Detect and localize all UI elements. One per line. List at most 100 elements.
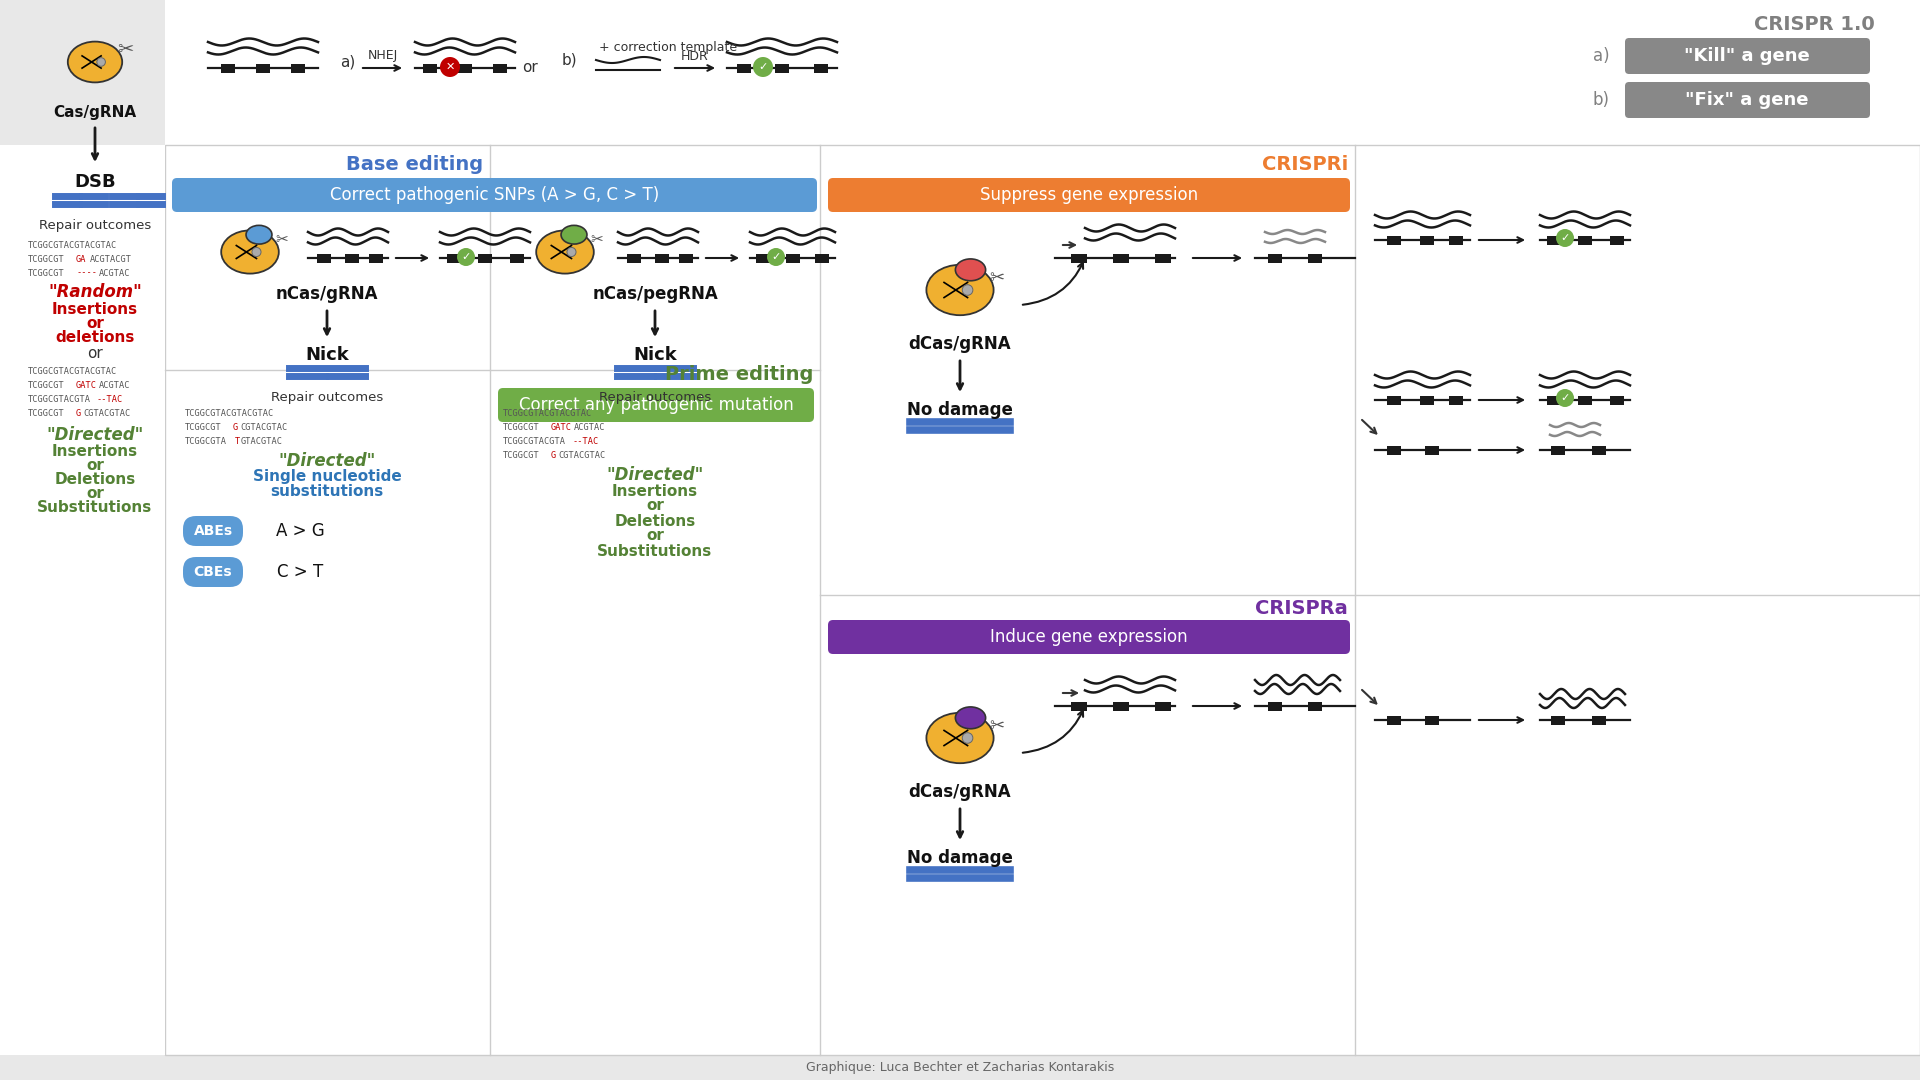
Bar — [680, 254, 693, 262]
Text: Nick: Nick — [634, 346, 678, 364]
Bar — [165, 145, 1920, 1055]
Text: CRISPR 1.0: CRISPR 1.0 — [1755, 15, 1876, 35]
Bar — [1421, 235, 1434, 244]
Bar — [1546, 235, 1561, 244]
Bar — [255, 64, 271, 72]
Text: A > G: A > G — [276, 522, 324, 540]
Circle shape — [1555, 229, 1574, 247]
Text: TCGGCGT: TCGGCGT — [29, 381, 65, 391]
Bar — [1425, 715, 1438, 725]
Text: ✓: ✓ — [1561, 393, 1571, 403]
Text: Deletions: Deletions — [54, 472, 136, 486]
Bar — [1114, 702, 1129, 711]
Text: ABEs: ABEs — [194, 524, 232, 538]
Text: ✂: ✂ — [989, 269, 1004, 287]
Bar — [1267, 702, 1283, 711]
Text: ✓: ✓ — [772, 252, 781, 262]
Bar — [447, 254, 461, 262]
Bar — [756, 254, 770, 262]
Text: nCas/gRNA: nCas/gRNA — [276, 285, 378, 303]
Text: dCas/gRNA: dCas/gRNA — [908, 783, 1012, 801]
Bar — [1267, 254, 1283, 262]
Text: GATC: GATC — [77, 381, 98, 391]
Text: TCGGCGT: TCGGCGT — [503, 450, 540, 459]
Text: G: G — [77, 409, 81, 418]
Bar — [1386, 395, 1402, 405]
Bar — [292, 64, 305, 72]
Text: TCGGCGT: TCGGCGT — [29, 269, 65, 278]
Text: ✓: ✓ — [461, 252, 470, 262]
Text: --TAC: --TAC — [98, 395, 123, 405]
Ellipse shape — [221, 230, 278, 273]
Text: or: or — [645, 528, 664, 543]
Text: CGTACGTAC: CGTACGTAC — [559, 450, 605, 459]
Text: ACGTAC: ACGTAC — [574, 422, 605, 432]
Text: Insertions: Insertions — [52, 301, 138, 316]
Text: ACGTACGT: ACGTACGT — [90, 255, 132, 264]
FancyBboxPatch shape — [182, 516, 244, 546]
FancyBboxPatch shape — [182, 557, 244, 588]
Circle shape — [753, 57, 774, 77]
Text: --TAC: --TAC — [572, 436, 599, 445]
FancyBboxPatch shape — [1624, 82, 1870, 118]
Text: No damage: No damage — [906, 401, 1014, 419]
Text: or: or — [86, 315, 104, 330]
Text: CRISPRa: CRISPRa — [1256, 598, 1348, 618]
Bar — [509, 254, 524, 262]
Text: Correct any pathogenic mutation: Correct any pathogenic mutation — [518, 396, 793, 414]
FancyBboxPatch shape — [173, 178, 818, 212]
Text: Prime editing: Prime editing — [664, 365, 812, 384]
Text: T: T — [234, 436, 240, 445]
Text: Insertions: Insertions — [612, 484, 699, 499]
Text: ✂: ✂ — [591, 232, 603, 247]
Circle shape — [252, 247, 261, 257]
Text: "Directed": "Directed" — [46, 426, 144, 444]
Bar — [1386, 715, 1402, 725]
Bar — [422, 64, 438, 72]
Text: "Directed": "Directed" — [607, 465, 703, 484]
Circle shape — [566, 247, 576, 257]
Text: TCGGCGTACGTACGTAC: TCGGCGTACGTACGTAC — [29, 367, 117, 377]
Text: Induce gene expression: Induce gene expression — [991, 627, 1188, 646]
Circle shape — [962, 285, 973, 295]
Circle shape — [962, 732, 973, 743]
Text: deletions: deletions — [56, 329, 134, 345]
Text: Substitutions: Substitutions — [597, 543, 712, 558]
Text: or: or — [86, 458, 104, 473]
Text: dCas/gRNA: dCas/gRNA — [908, 335, 1012, 353]
Bar — [1156, 702, 1171, 711]
Text: + correction template: + correction template — [599, 41, 737, 54]
Circle shape — [766, 248, 785, 266]
Bar — [346, 254, 359, 262]
Bar — [1071, 702, 1087, 711]
Text: b): b) — [563, 53, 578, 67]
Bar — [785, 254, 799, 262]
Bar — [1421, 395, 1434, 405]
Bar — [1114, 254, 1129, 262]
Text: a): a) — [340, 54, 355, 69]
Bar — [816, 254, 829, 262]
Text: ✂: ✂ — [989, 717, 1004, 735]
Text: "Directed": "Directed" — [278, 453, 376, 470]
Text: G: G — [551, 450, 557, 459]
Text: substitutions: substitutions — [271, 485, 384, 499]
Text: CRISPRi: CRISPRi — [1261, 156, 1348, 175]
Bar — [1546, 395, 1561, 405]
Text: Substitutions: Substitutions — [36, 499, 152, 514]
Text: ✕: ✕ — [445, 62, 455, 72]
Text: TCGGCGTACGTA: TCGGCGTACGTA — [503, 436, 566, 445]
Text: TCGGCGT: TCGGCGT — [29, 255, 65, 264]
Text: or: or — [645, 499, 664, 513]
Text: C > T: C > T — [276, 563, 323, 581]
Bar — [1609, 235, 1624, 244]
Text: a): a) — [1594, 48, 1611, 65]
Bar — [1071, 254, 1087, 262]
Text: Correct pathogenic SNPs (A > G, C > T): Correct pathogenic SNPs (A > G, C > T) — [330, 186, 659, 204]
Ellipse shape — [956, 707, 985, 729]
Ellipse shape — [925, 265, 995, 315]
Bar — [1425, 445, 1438, 455]
Text: TCGGCGTACGTACGTAC: TCGGCGTACGTACGTAC — [503, 408, 591, 418]
Bar — [1386, 235, 1402, 244]
Bar — [1551, 715, 1565, 725]
Bar — [1450, 395, 1463, 405]
